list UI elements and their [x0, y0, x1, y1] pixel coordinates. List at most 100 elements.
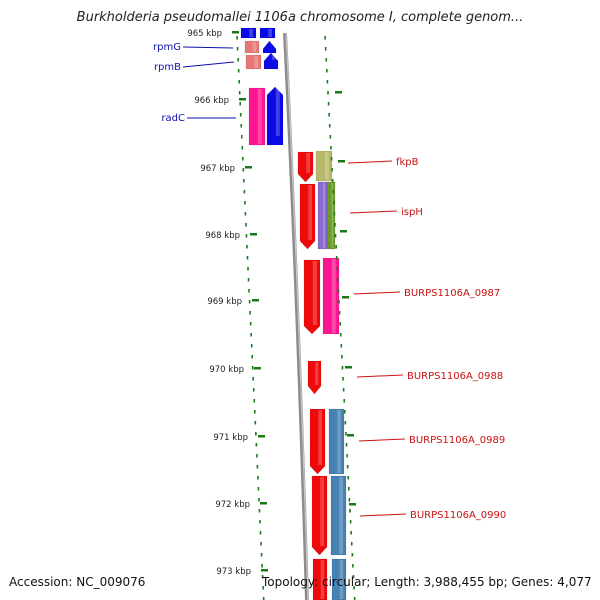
gene-0989 — [309, 408, 326, 475]
minor-tick — [237, 69, 240, 73]
minor-tick — [324, 36, 326, 40]
minor-tick — [346, 454, 348, 458]
minor-tick — [236, 47, 239, 51]
minor-tick — [329, 135, 332, 139]
leader-line — [358, 438, 406, 442]
gene-label-rpmB: rpmB — [154, 62, 181, 73]
minor-tick — [251, 355, 253, 359]
minor-tick — [327, 91, 329, 95]
minor-tick — [254, 410, 256, 414]
minor-tick — [325, 58, 328, 62]
minor-tick — [254, 421, 257, 425]
minor-tick — [261, 575, 264, 579]
leader-line — [353, 291, 401, 295]
gene-top-blue-1 — [240, 27, 257, 39]
backbone-arc — [283, 32, 309, 600]
gene-fkpB-strand — [315, 150, 333, 182]
minor-tick — [245, 223, 247, 227]
minor-tick — [257, 487, 260, 491]
kbp-label: 967 kbp — [200, 164, 235, 174]
minor-tick — [247, 267, 249, 271]
minor-tick — [242, 168, 245, 172]
major-tick — [345, 366, 352, 369]
minor-tick — [352, 575, 355, 579]
major-tick — [245, 166, 252, 169]
gene-features — [240, 27, 347, 600]
minor-tick — [245, 234, 248, 238]
minor-tick — [335, 256, 338, 260]
minor-tick — [336, 267, 339, 271]
minor-tick — [333, 201, 335, 205]
gene-0987-strand — [322, 257, 340, 335]
kbp-label: 968 kbp — [205, 231, 240, 241]
minor-tick — [350, 531, 352, 535]
minor-tick — [339, 333, 342, 337]
major-tick — [254, 367, 261, 370]
feature-labels: 965 kbp 966 kbp 967 kbp 968 kbp 969 kbp 970 k… — [153, 29, 506, 577]
leader-line — [182, 61, 235, 68]
minor-tick — [237, 58, 239, 62]
minor-tick — [326, 69, 328, 73]
kbp-label: 970 kbp — [209, 365, 244, 375]
minor-tick — [332, 190, 335, 194]
minor-tick — [262, 586, 264, 590]
minor-tick — [340, 344, 343, 348]
minor-tick — [345, 432, 347, 436]
minor-tick — [349, 520, 352, 524]
minor-tick — [259, 531, 262, 535]
gene-ispH-strand-a — [317, 181, 328, 250]
minor-tick — [246, 245, 248, 249]
chromosome-backbone — [283, 32, 309, 600]
gene-rpmG — [244, 40, 260, 54]
minor-tick — [258, 509, 261, 513]
minor-tick — [342, 388, 345, 392]
gene-0988 — [307, 360, 322, 395]
gene-label-rpmG: rpmG — [153, 42, 181, 53]
minor-tick — [330, 157, 333, 161]
minor-tick — [339, 322, 341, 326]
minor-tick — [248, 300, 251, 304]
topology-label: Topology: circular; Length: 3,988,455 bp… — [262, 575, 592, 589]
minor-tick — [256, 465, 259, 469]
major-tick — [260, 502, 267, 505]
minor-tick — [353, 597, 356, 600]
gene-ispH — [299, 183, 316, 250]
tick-marks — [232, 31, 356, 600]
minor-tick — [240, 124, 243, 128]
leader-line — [347, 160, 393, 164]
kbp-label: 969 kbp — [207, 297, 242, 307]
leader-line — [356, 374, 404, 378]
gene-label-burps1106a_0988: BURPS1106A_0988 — [407, 371, 503, 382]
minor-tick — [242, 157, 244, 161]
minor-tick — [344, 421, 347, 425]
minor-tick — [255, 432, 257, 436]
minor-tick — [341, 355, 343, 359]
minor-tick — [328, 113, 330, 117]
minor-tick — [326, 80, 329, 84]
gene-0990 — [311, 475, 328, 556]
minor-tick — [239, 102, 242, 106]
gene-label-burps1106a_0989: BURPS1106A_0989 — [409, 435, 505, 446]
minor-tick — [238, 80, 240, 84]
minor-tick — [344, 410, 346, 414]
major-tick — [239, 98, 246, 101]
minor-tick — [249, 311, 251, 315]
minor-tick — [252, 388, 255, 392]
gene-fkpB — [297, 151, 314, 183]
minor-tick — [342, 377, 344, 381]
gene-bottom-red — [312, 558, 328, 600]
minor-tick — [243, 190, 246, 194]
minor-tick — [351, 553, 354, 557]
gene-0987 — [303, 259, 321, 335]
minor-tick — [341, 366, 344, 370]
minor-tick — [324, 47, 327, 51]
minor-tick — [348, 498, 351, 502]
minor-tick — [259, 520, 261, 524]
minor-tick — [250, 344, 253, 348]
map-title: Burkholderia pseudomallei 1106a chromoso… — [76, 10, 524, 25]
minor-tick — [343, 399, 346, 403]
minor-tick — [238, 91, 241, 95]
backbone-highlight — [285, 32, 309, 600]
